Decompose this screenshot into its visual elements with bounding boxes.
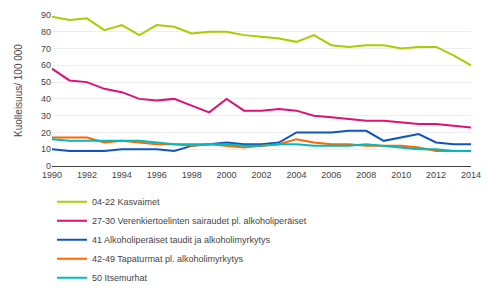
svg-text:2014: 2014 (461, 170, 481, 180)
svg-text:42-49 Tapaturmat pl. alkoholim: 42-49 Tapaturmat pl. alkoholimyrkytys (92, 254, 243, 264)
svg-text:1996: 1996 (147, 170, 167, 180)
svg-text:27-30 Verenkiertoelinten saira: 27-30 Verenkiertoelinten sairaudet pl. a… (92, 216, 307, 226)
svg-text:2010: 2010 (391, 170, 411, 180)
svg-text:04-22 Kasvaimet: 04-22 Kasvaimet (92, 197, 160, 207)
svg-text:Kuolleisuus/ 100 000: Kuolleisuus/ 100 000 (13, 44, 24, 137)
svg-text:90: 90 (41, 10, 51, 20)
svg-text:1992: 1992 (77, 170, 97, 180)
svg-text:41 Alkoholiperäiset taudit ja: 41 Alkoholiperäiset taudit ja alkoholimy… (92, 235, 271, 245)
svg-text:50: 50 (41, 77, 51, 87)
svg-text:2004: 2004 (286, 170, 306, 180)
svg-text:20: 20 (41, 128, 51, 138)
svg-text:1994: 1994 (112, 170, 132, 180)
svg-text:30: 30 (41, 111, 51, 121)
svg-text:40: 40 (41, 94, 51, 104)
svg-text:0: 0 (46, 161, 51, 171)
svg-text:60: 60 (41, 60, 51, 70)
svg-text:70: 70 (41, 44, 51, 54)
svg-text:2002: 2002 (251, 170, 271, 180)
svg-text:2008: 2008 (356, 170, 376, 180)
svg-text:50 Itsemurhat: 50 Itsemurhat (92, 273, 148, 283)
svg-text:2012: 2012 (426, 170, 446, 180)
svg-text:80: 80 (41, 27, 51, 37)
svg-text:2000: 2000 (217, 170, 237, 180)
svg-text:1998: 1998 (182, 170, 202, 180)
svg-text:1990: 1990 (42, 170, 62, 180)
svg-text:10: 10 (41, 144, 51, 154)
svg-text:2006: 2006 (321, 170, 341, 180)
